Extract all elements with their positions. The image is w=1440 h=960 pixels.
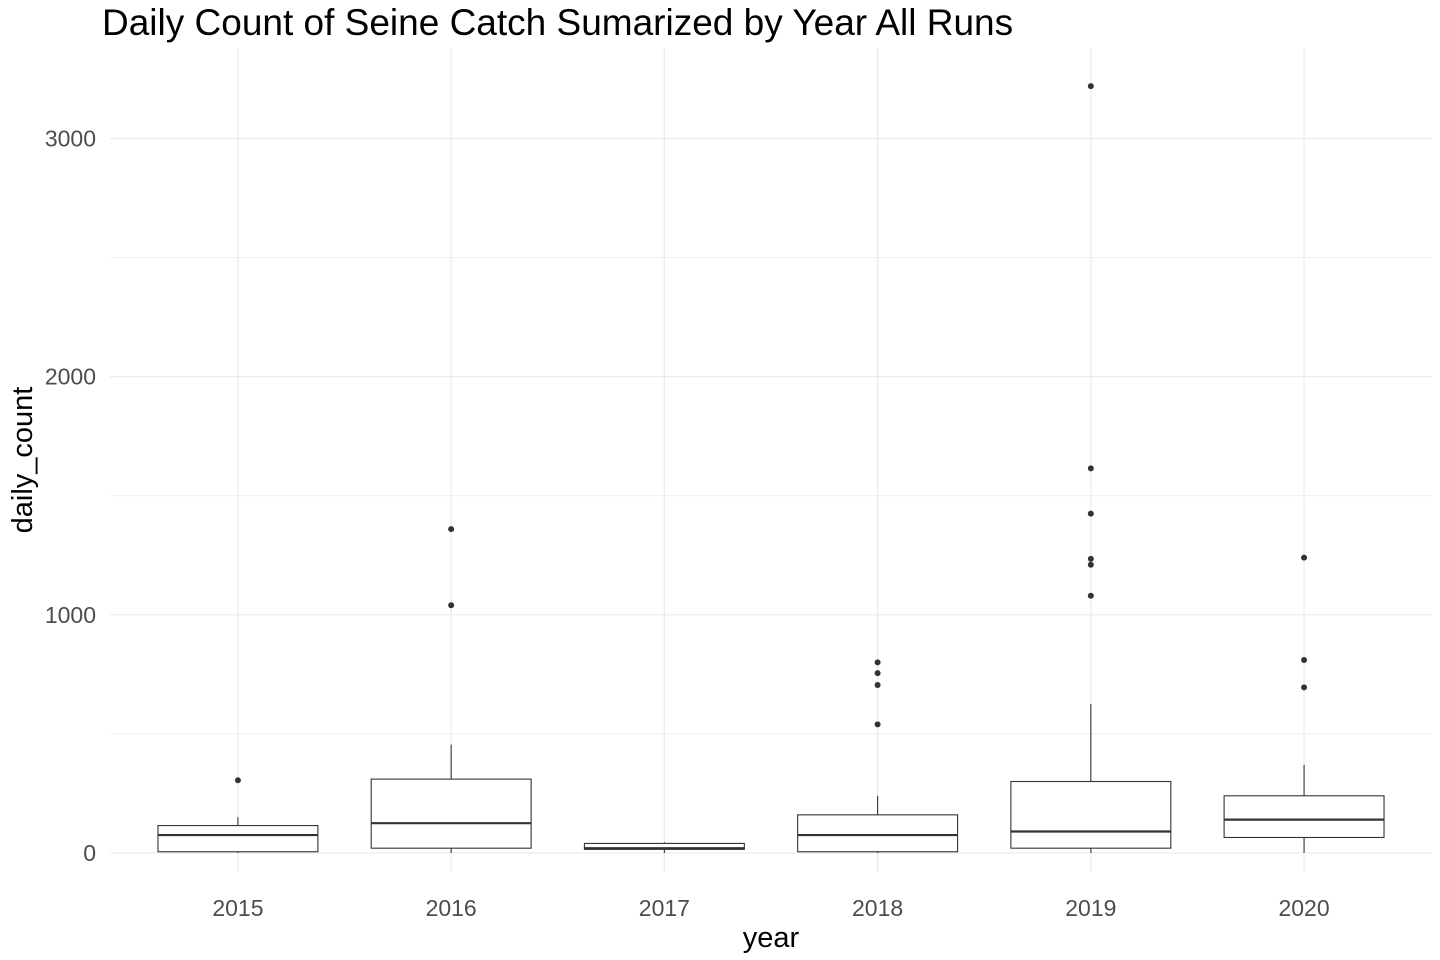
- outlier-point: [1087, 555, 1094, 562]
- box-body: [370, 778, 532, 849]
- box-body: [583, 842, 745, 850]
- outlier-point: [1087, 510, 1094, 517]
- y-tick-label: 0: [83, 840, 96, 866]
- x-tick-label: 2020: [1278, 895, 1329, 921]
- outlier-point: [1301, 657, 1308, 664]
- y-tick-label: 1000: [45, 602, 96, 628]
- box-series: [157, 83, 1385, 853]
- outlier-point: [1087, 83, 1094, 90]
- box-body: [797, 814, 959, 853]
- box-2016: [370, 526, 532, 853]
- outlier-point: [1087, 561, 1094, 568]
- x-tick-label: 2018: [852, 895, 903, 921]
- box-body: [1223, 795, 1385, 839]
- chart-title: Daily Count of Seine Catch Sumarized by …: [102, 2, 1014, 43]
- box-2018: [797, 659, 959, 853]
- outlier-point: [1087, 592, 1094, 599]
- y-tick-label: 2000: [45, 364, 96, 390]
- y-tick-label: 3000: [45, 125, 96, 151]
- axis-labels: 0 1000 2000 3000 2015 2016 2017 2018 2019 2020 yea…: [7, 125, 1330, 954]
- box-body: [157, 825, 319, 853]
- box-2019: [1010, 83, 1172, 853]
- outlier-point: [1301, 554, 1308, 561]
- y-axis-title: daily_count: [7, 387, 39, 534]
- box-2020: [1223, 554, 1385, 853]
- outlier-point: [234, 777, 241, 784]
- x-tick-label: 2016: [426, 895, 477, 921]
- outlier-point: [874, 670, 881, 677]
- outlier-point: [874, 721, 881, 728]
- x-tick-label: 2015: [212, 895, 263, 921]
- grid-lines: [110, 48, 1432, 872]
- box-2017: [583, 842, 745, 853]
- x-axis-title: year: [743, 922, 800, 954]
- box-2015: [157, 777, 319, 853]
- x-tick-label: 2017: [639, 895, 690, 921]
- outlier-point: [448, 526, 455, 533]
- outlier-point: [874, 682, 881, 689]
- box-body: [1010, 780, 1172, 849]
- x-tick-label: 2019: [1065, 895, 1116, 921]
- outlier-point: [874, 659, 881, 666]
- outlier-point: [1301, 684, 1308, 691]
- outlier-point: [1087, 465, 1094, 472]
- outlier-point: [448, 602, 455, 609]
